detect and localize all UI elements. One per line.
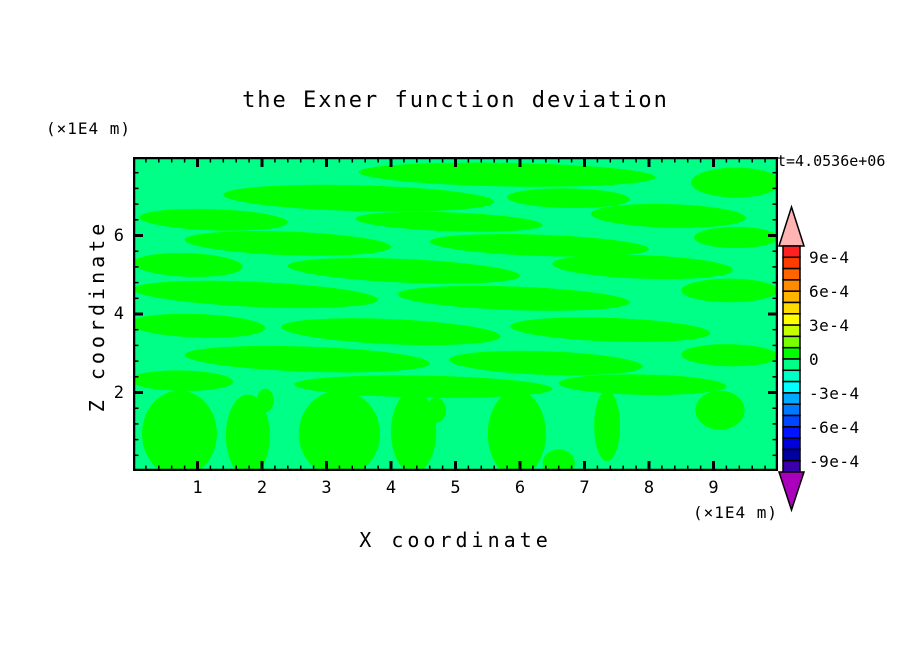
colorbar-segment — [782, 459, 801, 473]
colorbar-segment — [782, 358, 801, 372]
positive-anomaly-blob — [133, 253, 243, 277]
positive-anomaly-blob — [133, 370, 233, 391]
positive-anomaly-blob — [139, 208, 288, 231]
positive-anomaly-blob — [184, 345, 430, 373]
positive-anomaly-blob — [133, 313, 266, 338]
colorbar-tick-label: 6e-4 — [809, 282, 850, 302]
colorbar-tick-label: -9e-4 — [809, 451, 860, 471]
positive-anomaly-blob — [449, 350, 643, 376]
colorbar-tick-label: -6e-4 — [809, 417, 860, 437]
positive-anomaly-blob — [184, 231, 391, 256]
colorbar-segment — [782, 245, 801, 259]
x-tick-label: 2 — [256, 478, 268, 498]
colorbar-segment — [782, 324, 801, 338]
colorbar-tick-label: 9e-4 — [809, 248, 850, 268]
z-tick-label: 2 — [113, 382, 124, 403]
positive-anomaly-blob — [358, 162, 656, 187]
positive-anomaly-blob — [298, 390, 381, 471]
positive-anomaly-blob — [142, 390, 217, 471]
positive-anomaly-blob — [694, 226, 778, 249]
x-tick-label: 8 — [643, 478, 655, 498]
positive-anomaly-blob — [391, 390, 437, 471]
x-axis-label: X coordinate — [359, 528, 552, 552]
plot-border — [133, 157, 778, 471]
colorbar-segment — [782, 426, 801, 439]
positive-anomaly-blob — [429, 234, 649, 257]
positive-anomaly-blob — [256, 388, 274, 413]
positive-anomaly-blob — [590, 203, 746, 228]
positive-anomaly-blob — [558, 374, 727, 395]
colorbar-segment — [782, 403, 801, 417]
positive-anomaly-blob — [594, 390, 620, 462]
colorbar-tick-label: -3e-4 — [809, 383, 860, 403]
positive-anomaly-blob — [507, 188, 630, 209]
x-tick-label: 9 — [708, 478, 719, 498]
x-tick-label: 4 — [385, 478, 397, 498]
colorbar-tick-label: 3e-4 — [809, 316, 850, 336]
colorbar-segment — [782, 335, 801, 349]
x-axis-unit-label: (×1E4 m) — [692, 503, 778, 522]
colorbar-segment — [782, 414, 801, 428]
z-axis-unit-label: (×1E4 m) — [46, 119, 132, 138]
colorbar-segment — [782, 301, 801, 315]
positive-anomaly-blob — [294, 375, 553, 398]
x-tick-label: 6 — [514, 478, 526, 498]
colorbar-segment — [782, 448, 801, 462]
colorbar-under-arrow — [777, 471, 806, 513]
x-tick-label: 1 — [192, 478, 203, 498]
positive-anomaly-blob — [542, 449, 575, 471]
positive-anomaly-regions — [133, 162, 778, 471]
contour-plot-area — [133, 157, 778, 471]
colorbar-segment — [782, 279, 801, 292]
colorbar-segment — [782, 380, 801, 394]
x-tick-label: 5 — [450, 478, 461, 498]
colorbar-segment — [782, 369, 801, 383]
colorbar-segment — [782, 256, 801, 270]
colorbar-segment — [782, 290, 801, 304]
positive-anomaly-blob — [681, 344, 778, 367]
positive-anomaly-blob — [355, 211, 543, 232]
z-tick-label: 6 — [113, 225, 124, 246]
positive-anomaly-blob — [397, 285, 630, 311]
positive-anomaly-blob — [552, 254, 733, 280]
colorbar-segment — [782, 346, 801, 360]
positive-anomaly-blob — [487, 390, 546, 471]
z-tick-label: 4 — [113, 304, 124, 324]
positive-anomaly-blob — [223, 184, 495, 212]
positive-anomaly-blob — [281, 318, 501, 346]
positive-anomaly-blob — [133, 280, 378, 309]
positive-anomaly-blob — [287, 258, 520, 284]
positive-anomaly-blob — [690, 167, 778, 198]
x-tick-label: 7 — [579, 478, 590, 498]
colorbar-over-arrow — [777, 204, 806, 247]
colorbar-segment — [782, 267, 801, 281]
positive-anomaly-blob — [695, 390, 745, 430]
positive-anomaly-blob — [225, 394, 270, 471]
colorbar-segment — [782, 392, 801, 405]
x-tick-label: 3 — [321, 478, 332, 498]
colorbar-segment — [782, 437, 801, 451]
colorbar — [777, 204, 806, 513]
positive-anomaly-blob — [681, 278, 778, 303]
chart-title: the Exner function deviation — [242, 88, 669, 113]
positive-anomaly-blob — [426, 397, 446, 423]
time-annotation: t=4.0536e+06 — [777, 152, 886, 170]
positive-anomaly-blob — [510, 317, 711, 342]
colorbar-segment — [782, 313, 801, 326]
colorbar-tick-label: 0 — [809, 350, 820, 369]
